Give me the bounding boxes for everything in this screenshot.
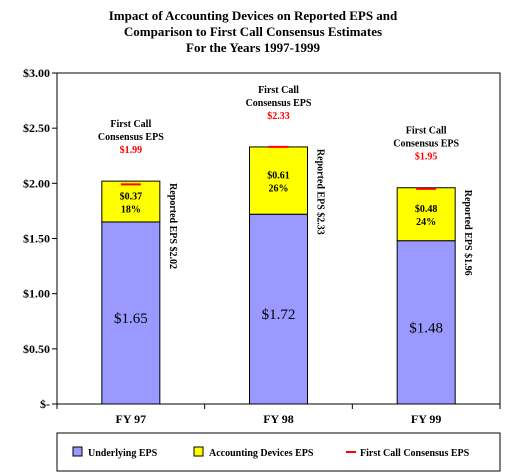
y-tick-label: $0.50	[23, 342, 50, 356]
chart-title-line: Comparison to First Call Consensus Estim…	[124, 24, 382, 39]
reported-eps-label: Reported EPS $2.33	[315, 149, 326, 235]
chart-title-line: For the Years 1997-1999	[186, 40, 320, 55]
y-tick-label: $1.50	[23, 232, 50, 246]
bar-underlying-eps	[396, 240, 456, 405]
data-label-accounting: $0.61	[267, 171, 290, 182]
consensus-annotation: First Call	[110, 119, 151, 130]
data-label-accounting: $0.48	[415, 204, 438, 215]
consensus-value-label: $1.95	[415, 152, 438, 163]
consensus-annotation: Consensus EPS	[246, 98, 312, 109]
y-tick-label: $1.00	[23, 287, 50, 301]
legend-label-consensus: First Call Consensus EPS	[360, 448, 470, 459]
legend-box	[56, 432, 501, 472]
bar-accounting-devices-eps	[249, 146, 308, 215]
consensus-value-label: $1.99	[120, 145, 143, 156]
x-category-label: FY 97	[116, 412, 147, 426]
data-label-underlying: $1.65	[114, 311, 148, 327]
y-tick-label: $2.50	[23, 121, 50, 135]
data-label-accounting-pct: 26%	[269, 184, 289, 195]
data-label-accounting-pct: 18%	[121, 205, 141, 216]
legend-swatch-underlying	[72, 446, 83, 457]
x-category-label: FY 99	[411, 412, 442, 426]
legend-label-accounting: Accounting Devices EPS	[209, 448, 314, 459]
data-label-underlying: $1.72	[262, 307, 296, 323]
legend-label-underlying: Underlying EPS	[88, 448, 158, 459]
bar-accounting-devices-eps	[396, 187, 456, 242]
data-label-accounting-pct: 24%	[416, 217, 436, 228]
x-category-label: FY 98	[263, 412, 294, 426]
y-tick-label: $2.00	[23, 176, 50, 190]
consensus-annotation: First Call	[406, 126, 447, 137]
y-tick-label: $3.00	[23, 66, 50, 80]
reported-eps-label: Reported EPS $2.02	[167, 183, 178, 269]
data-label-accounting: $0.37	[120, 192, 143, 203]
consensus-value-label: $2.33	[267, 111, 290, 122]
chart-title-line: Impact of Accounting Devices on Reported…	[109, 8, 398, 23]
bar-accounting-devices-eps	[101, 180, 161, 223]
consensus-annotation: First Call	[258, 85, 299, 96]
consensus-annotation: Consensus EPS	[98, 132, 164, 143]
bar-underlying-eps	[101, 221, 161, 405]
bar-underlying-eps	[249, 213, 308, 405]
y-tick-label: $-	[40, 397, 50, 411]
reported-eps-label: Reported EPS $1.96	[462, 190, 473, 276]
legend-swatch-accounting	[193, 446, 204, 457]
consensus-annotation: Consensus EPS	[393, 139, 459, 150]
data-label-underlying: $1.48	[409, 320, 443, 336]
